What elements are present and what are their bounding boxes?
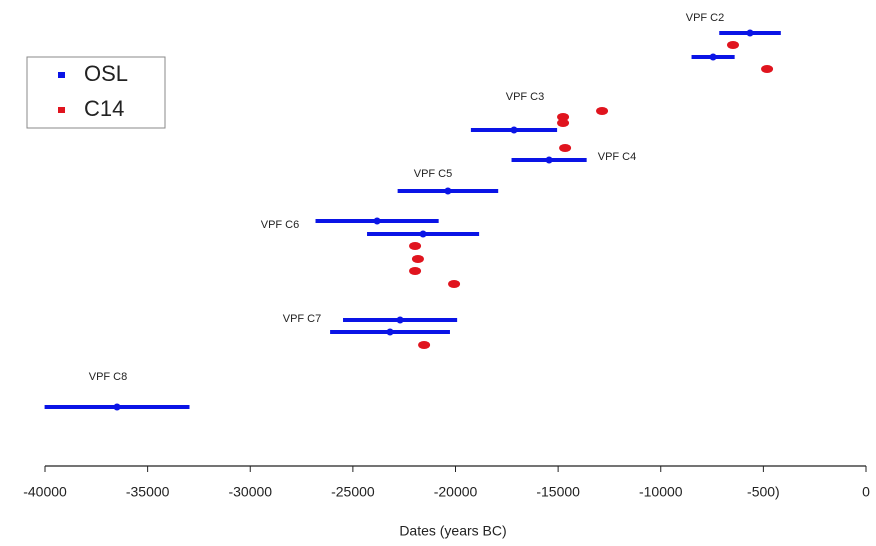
point	[709, 53, 717, 61]
point	[444, 187, 452, 195]
group-label: VPF C7	[283, 313, 322, 325]
point	[746, 29, 754, 37]
point	[559, 144, 572, 152]
legend-box	[26, 56, 166, 129]
point	[726, 41, 739, 49]
group-label: VPF C8	[89, 371, 128, 383]
point	[373, 217, 381, 225]
x-tick-label: -35000	[126, 484, 170, 500]
point	[448, 280, 461, 288]
point	[409, 242, 422, 250]
point	[396, 316, 404, 324]
legend-label: OSL	[84, 61, 128, 86]
point	[419, 230, 427, 238]
point	[557, 119, 570, 127]
point	[596, 107, 609, 115]
point	[386, 328, 394, 336]
group-label: VPF C2	[686, 12, 725, 24]
point	[418, 341, 431, 349]
group-label: VPF C3	[506, 91, 545, 103]
legend-label: C14	[84, 96, 124, 121]
point	[545, 156, 553, 164]
point	[761, 65, 774, 73]
x-tick-label: -15000	[536, 484, 580, 500]
legend-marker	[58, 72, 65, 78]
point	[557, 113, 570, 121]
x-axis-label: Dates (years BC)	[399, 523, 506, 539]
legend-marker	[58, 107, 65, 113]
group-label: VPF C5	[414, 168, 453, 180]
point	[113, 403, 121, 411]
x-tick-label: -10000	[639, 484, 683, 500]
point	[409, 267, 422, 275]
x-tick-label: -30000	[228, 484, 272, 500]
x-tick-label: -500)	[747, 484, 780, 500]
point	[510, 126, 518, 134]
x-tick-label: -40000	[23, 484, 67, 500]
x-tick-label: -25000	[331, 484, 375, 500]
group-label: VPF C6	[261, 219, 300, 231]
group-label: VPF C4	[598, 151, 637, 163]
x-tick-label: 0	[862, 484, 870, 500]
point	[411, 255, 424, 263]
x-tick-label: -20000	[434, 484, 478, 500]
